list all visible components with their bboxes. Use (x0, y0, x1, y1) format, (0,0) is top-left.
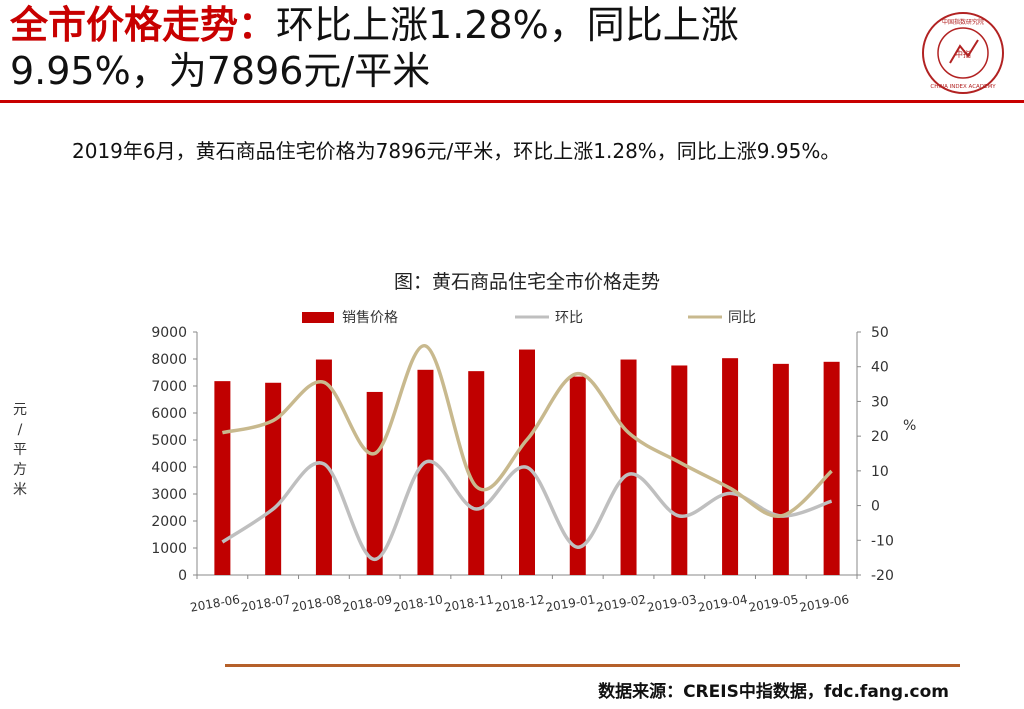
bar-销售价格 (265, 382, 282, 575)
y-axis-left-label-char: / (17, 422, 23, 438)
bar-销售价格 (823, 361, 840, 575)
y-left-tick-label: 7000 (151, 379, 187, 395)
legend-label-同比: 同比 (728, 310, 756, 326)
logo-text-top: 中国指数研究院 (942, 18, 984, 26)
y-right-tick-label: 10 (871, 464, 889, 480)
x-tick-label: 2019-04 (697, 592, 749, 614)
y-left-tick-label: 1000 (151, 541, 187, 557)
footer-divider (225, 664, 960, 667)
y-left-tick-label: 3000 (151, 487, 187, 503)
price-chart: 图：黄石商品住宅全市价格走势销售价格 环比 同比 0 1000 2000 3000 4000 5… (100, 262, 920, 622)
x-tick-label: 2018-09 (341, 592, 393, 614)
y-right-tick-label: 30 (871, 394, 889, 410)
line-同比 (221, 344, 833, 518)
x-tick-label: 2018-10 (392, 592, 444, 614)
bar-销售价格 (722, 358, 739, 575)
legend-label-环比: 环比 (555, 310, 583, 326)
x-tick-label: 2018-12 (494, 592, 546, 614)
x-tick-label: 2019-06 (798, 592, 850, 614)
x-tick-label: 2018-07 (240, 592, 292, 614)
y-left-tick-label: 6000 (151, 406, 187, 422)
y-left-tick-label: 2000 (151, 514, 187, 530)
logo: 中国指数研究院 中指 CHINA INDEX ACADEMY (922, 12, 1004, 94)
legend-label-销售价格: 销售价格 (342, 310, 398, 326)
summary-text: 2019年6月，黄石商品住宅价格为7896元/平米，环比上涨1.28%，同比上涨… (72, 139, 841, 163)
y-right-tick-label: 20 (871, 429, 889, 445)
data-source: 数据来源：CREIS中指数据，fdc.fang.com (598, 682, 949, 702)
y-left-tick-label: 4000 (151, 460, 187, 476)
page-title-rest: 环比上涨1.28%，同比上涨9.95%，为7896元/平米 (10, 3, 739, 93)
logo-text-bottom: CHINA INDEX ACADEMY (930, 84, 996, 90)
y-axis-left-label-char: 元 (13, 402, 27, 418)
x-tick-label: 2019-03 (646, 592, 698, 614)
page-title: 全市价格走势：环比上涨1.28%，同比上涨9.95%，为7896元/平米 (10, 2, 890, 94)
bar-销售价格 (468, 371, 485, 575)
x-tick-label: 2019-02 (595, 592, 647, 614)
bar-销售价格 (519, 349, 535, 575)
x-tick-label: 2018-11 (443, 592, 495, 614)
y-left-tick-label: 8000 (151, 352, 187, 368)
y-right-tick-label: 40 (871, 360, 889, 376)
y-axis-left-label-char: 方 (13, 462, 27, 478)
y-axis-left-label-char: 平 (13, 442, 27, 458)
bar-销售价格 (772, 363, 789, 575)
bar-销售价格 (417, 369, 434, 575)
bar-销售价格 (315, 359, 332, 575)
legend-swatch-销售价格 (302, 312, 334, 323)
bar-销售价格 (214, 381, 231, 575)
bar-销售价格 (366, 391, 383, 575)
x-tick-label: 2019-05 (748, 592, 800, 614)
y-left-tick-label: 5000 (151, 433, 187, 449)
title-divider (0, 100, 1024, 103)
logo-text-center: 中指 (955, 49, 971, 59)
x-tick-label: 2018-08 (291, 592, 343, 614)
chart-title: 图：黄石商品住宅全市价格走势 (394, 271, 660, 293)
y-left-tick-label: 9000 (151, 325, 187, 341)
x-tick-label: 2018-06 (189, 592, 241, 614)
y-axis-right-label: % (903, 418, 917, 434)
bar-销售价格 (620, 359, 637, 575)
bar-销售价格 (671, 365, 688, 575)
bar-销售价格 (569, 376, 586, 575)
y-right-tick-label: -10 (871, 533, 894, 549)
y-axis-left-label: 元 / 平方米 (10, 400, 30, 500)
y-left-tick-label: 0 (178, 568, 187, 584)
y-axis-left-label-char: 米 (13, 482, 27, 498)
y-right-tick-label: 0 (871, 499, 880, 515)
line-环比 (221, 459, 833, 562)
page-title-highlight: 全市价格走势： (10, 3, 277, 47)
y-right-tick-label: -20 (871, 568, 894, 584)
x-tick-label: 2019-01 (544, 592, 596, 614)
y-right-tick-label: 50 (871, 325, 889, 341)
